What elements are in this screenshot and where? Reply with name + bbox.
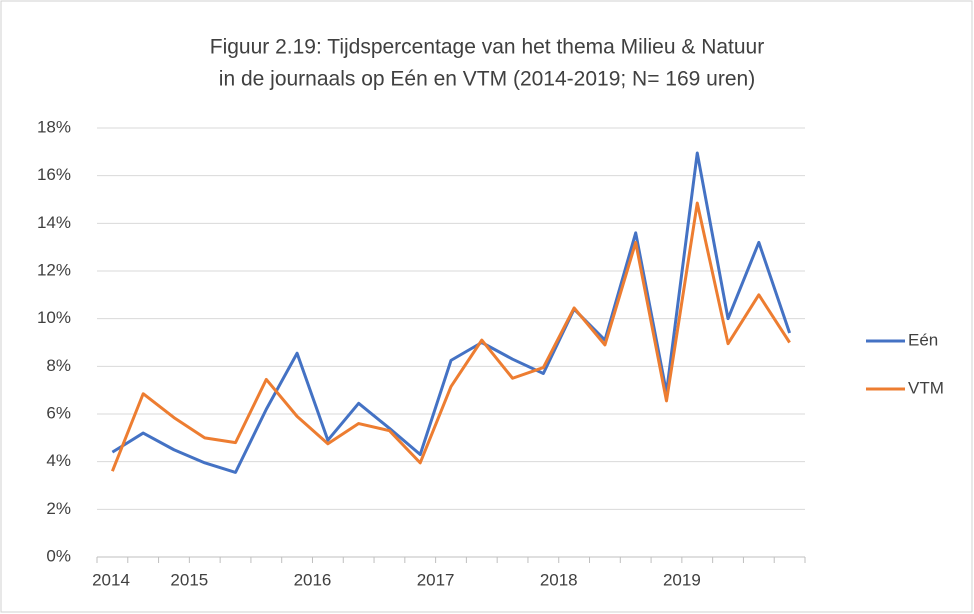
y-tick-label: 16% [37, 165, 71, 184]
y-tick-label: 10% [37, 308, 71, 327]
legend-label: VTM [908, 378, 944, 397]
x-tick-label: 2017 [417, 570, 455, 589]
x-tick-label: 2015 [170, 570, 208, 589]
y-tick-label: 18% [37, 117, 71, 136]
x-tick-label: 2018 [540, 570, 578, 589]
legend-label: Eén [908, 330, 938, 349]
y-tick-label: 0% [46, 546, 71, 565]
series-line [111, 151, 792, 474]
x-tick-label: 2019 [663, 570, 701, 589]
y-tick-label: 14% [37, 213, 71, 232]
series-line [110, 201, 791, 472]
y-tick-label: 4% [46, 451, 71, 470]
chart-title: in de journaals op Eén en VTM (2014-2019… [219, 68, 755, 91]
y-tick-label: 8% [46, 356, 71, 375]
y-tick-label: 12% [37, 260, 71, 279]
y-tick-label: 6% [46, 403, 71, 422]
chart-title: Figuur 2.19: Tijdspercentage van het the… [210, 36, 764, 59]
x-tick-label: 2014 [92, 570, 130, 589]
y-tick-label: 2% [46, 499, 71, 518]
x-tick-label: 2016 [294, 570, 332, 589]
